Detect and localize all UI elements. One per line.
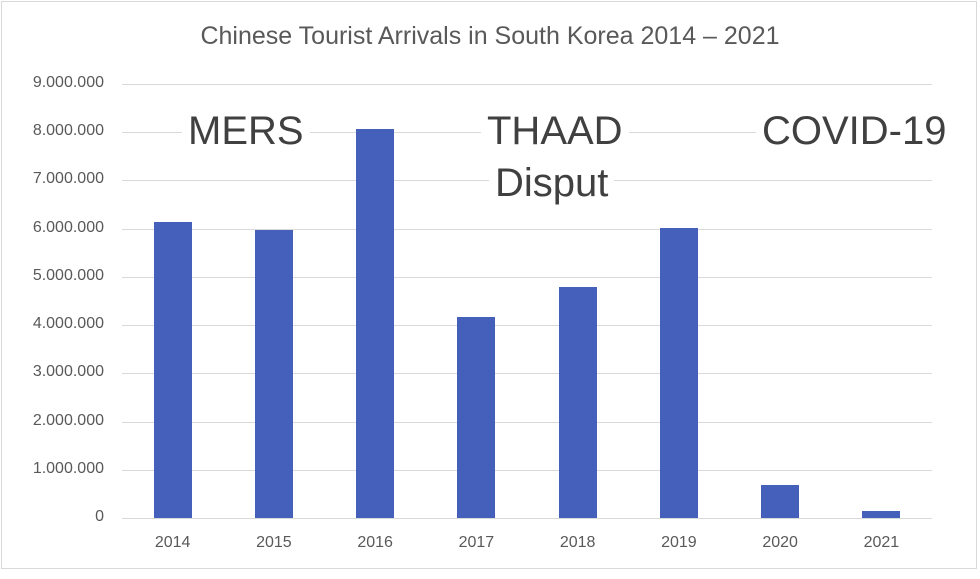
gridline xyxy=(122,421,932,423)
y-tick-label: 8.000.000 xyxy=(32,122,104,140)
y-tick-label: 7.000.000 xyxy=(32,170,104,188)
bar-2019 xyxy=(659,227,698,518)
chart-title: Chinese Tourist Arrivals in South Korea … xyxy=(200,22,780,50)
plot-area xyxy=(122,84,932,519)
x-tick-label: 2017 xyxy=(458,534,495,551)
gridline xyxy=(122,325,932,327)
y-tick-label: 9.000.000 xyxy=(32,74,104,91)
x-tick-label: 2014 xyxy=(154,534,191,551)
bar-2015 xyxy=(254,229,293,518)
y-tick-label: 6.000.000 xyxy=(32,218,104,236)
x-tick-label: 2015 xyxy=(256,534,292,551)
gridline xyxy=(122,373,932,375)
gridline xyxy=(122,228,932,230)
annotation-thaad-line2: Disput xyxy=(489,162,615,204)
annotation-mers: MERS xyxy=(182,110,310,152)
annotation-covid: COVID-19 xyxy=(756,110,953,152)
x-tick-label: 2021 xyxy=(863,534,900,551)
x-tick-label: 2019 xyxy=(661,534,697,551)
bar-2016 xyxy=(356,128,395,518)
y-tick-label: 0 xyxy=(95,508,104,525)
gridline xyxy=(122,276,932,278)
x-tick-label: 2016 xyxy=(357,534,393,551)
gridline xyxy=(122,84,932,85)
bar-2018 xyxy=(558,287,597,518)
y-tick-label: 4.000.000 xyxy=(32,315,104,333)
x-tick-label: 2020 xyxy=(762,534,798,551)
bar-2014 xyxy=(153,221,192,518)
y-tick-label: 1.000.000 xyxy=(32,459,104,477)
gridline xyxy=(122,518,932,519)
y-tick-label: 3.000.000 xyxy=(32,363,104,381)
y-tick-label: 2.000.000 xyxy=(32,411,104,429)
annotation-thaad-line1: THAAD xyxy=(481,110,629,152)
gridline xyxy=(122,469,932,471)
bar-2017 xyxy=(457,316,496,518)
y-tick-label: 5.000.000 xyxy=(32,266,104,284)
x-tick-label: 2018 xyxy=(559,534,596,551)
bar-2020 xyxy=(761,484,800,518)
bar-2021 xyxy=(862,510,901,518)
